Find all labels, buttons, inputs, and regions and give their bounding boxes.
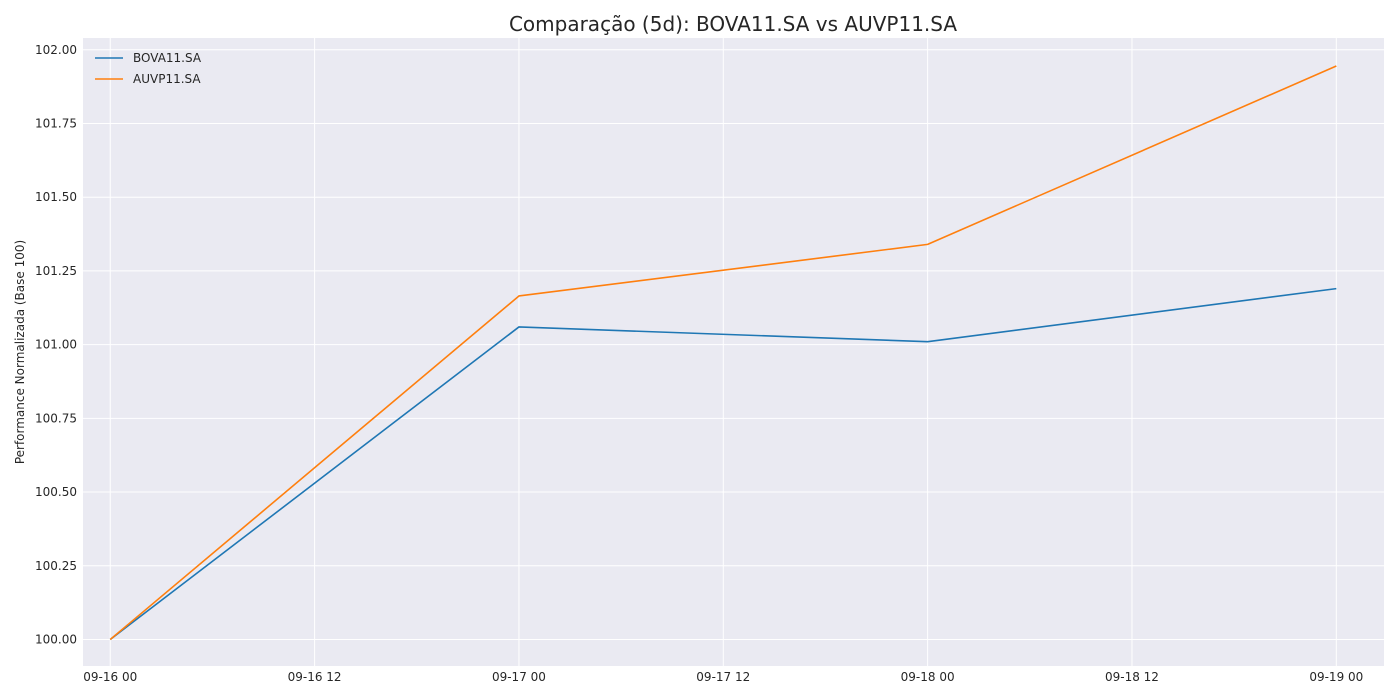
- y-tick-label: 100.75: [35, 411, 77, 425]
- series-line-bova11-sa: [109, 287, 1337, 641]
- y-tick-label: 100.50: [35, 485, 77, 499]
- plot-area: [83, 38, 1384, 666]
- y-tick-label: 100.25: [35, 559, 77, 573]
- y-tick-label: 101.75: [35, 117, 77, 131]
- legend-label: AUVP11.SA: [133, 72, 201, 86]
- x-tick-label: 09-19 00: [1309, 670, 1363, 684]
- x-axis-ticks: 09-16 00 09-16 12 09-17 00 09-17 12 09-18 00…: [83, 670, 1363, 684]
- y-axis-label: Performance Normalizada (Base 100): [13, 240, 27, 464]
- x-tick-label: 09-16 12: [288, 670, 342, 684]
- x-tick-label: 09-17 00: [492, 670, 546, 684]
- y-tick-label: 100.00: [35, 632, 77, 646]
- series-lines: [109, 65, 1337, 641]
- y-tick-label: 101.50: [35, 190, 77, 204]
- x-tick-label: 09-18 00: [901, 670, 955, 684]
- x-tick-label: 09-18 12: [1105, 670, 1159, 684]
- y-tick-label: 102.00: [35, 43, 77, 57]
- chart-title: Comparação (5d): BOVA11.SA vs AUVP11.SA: [509, 12, 957, 36]
- legend: BOVA11.SA AUVP11.SA: [95, 51, 202, 86]
- series-line-auvp11-sa: [109, 65, 1337, 641]
- x-tick-label: 09-17 12: [696, 670, 750, 684]
- y-tick-label: 101.25: [35, 264, 77, 278]
- y-axis-ticks: 100.00 100.25 100.50 100.75 101.00 101.25 101.…: [35, 43, 77, 647]
- legend-label: BOVA11.SA: [133, 51, 202, 65]
- x-tick-label: 09-16 00: [83, 670, 137, 684]
- y-tick-label: 101.00: [35, 338, 77, 352]
- grid-lines: [83, 38, 1384, 666]
